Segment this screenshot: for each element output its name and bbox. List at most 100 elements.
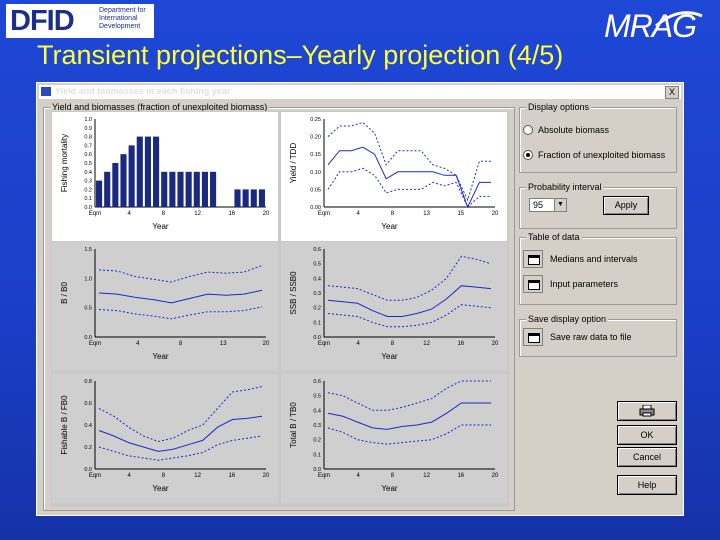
y-tick-label: 0.1	[84, 196, 92, 202]
save-raw-data-button[interactable]	[523, 328, 543, 346]
y-axis-label: B / B0	[60, 282, 69, 304]
input-parameters-button[interactable]	[523, 275, 543, 293]
y-tick-label: 0.2	[313, 306, 321, 312]
save-raw-data-label: Save raw data to file	[550, 332, 632, 342]
y-tick-label: 0.1	[313, 452, 321, 458]
input-parameters-label: Input parameters	[550, 279, 619, 289]
y-tick-label: 0.6	[313, 379, 321, 385]
chart-5: 0.0 0.2 0.4 0.6 0.8 Eqm 4 8 12 16 20 Year Fishable B…	[52, 374, 278, 503]
y-tick-label: 0.3	[313, 291, 321, 297]
chart-background	[281, 374, 507, 503]
probability-interval-select[interactable]: 95 ▼	[529, 198, 567, 212]
slide-title: Transient projections–Yearly projection …	[37, 40, 564, 70]
x-tick-label: 4	[128, 211, 132, 217]
interval-line	[98, 435, 263, 461]
y-tick-label: 0.0	[84, 205, 92, 211]
bar	[120, 154, 127, 207]
y-tick-label: 0.5	[313, 394, 321, 400]
save-display-label: Save display option	[526, 314, 609, 324]
x-tick-label: 16	[228, 211, 235, 217]
table-icon	[528, 255, 540, 265]
medians-intervals-label: Medians and intervals	[550, 254, 638, 264]
apply-button[interactable]: Apply	[603, 196, 649, 215]
radio-absolute-biomass[interactable]	[523, 125, 533, 135]
bar	[201, 171, 208, 207]
probability-interval-group: Probability interval	[519, 182, 677, 229]
projection-window: Yield and biomasses in each fishing year…	[36, 82, 684, 516]
y-tick-label: 0.2	[84, 187, 92, 193]
close-button[interactable]: X	[665, 86, 679, 99]
y-tick-label: 0.3	[84, 179, 92, 185]
x-axis-label: Year	[152, 222, 169, 231]
x-tick-label: 16	[228, 473, 235, 479]
print-button[interactable]	[617, 401, 677, 421]
charts-svg: 0.0 0.1 0.2 0.3 0.4 0.5 0.6 0.7 0.8 0.9 1.0 Eqm 4 8 12…	[52, 112, 507, 503]
y-tick-label: 0.0	[84, 467, 92, 473]
median-line	[327, 285, 492, 317]
ok-button[interactable]: OK	[617, 425, 677, 445]
option-fraction-biomass-label: Fraction of unexploited biomass	[538, 150, 666, 160]
help-button[interactable]: Help	[617, 475, 677, 495]
x-tick-label: 12	[194, 211, 201, 217]
y-tick-label: 0.8	[84, 379, 92, 385]
printer-icon	[639, 404, 655, 417]
y-tick-label: 0.25	[310, 117, 321, 123]
interval-line	[327, 167, 491, 208]
bar	[144, 136, 151, 207]
dfid-logo-subtext: Department for International Development	[99, 7, 146, 30]
y-tick-label: 0.8	[84, 135, 92, 141]
bar	[96, 180, 103, 207]
x-tick-label: 20	[263, 341, 270, 347]
median-line	[98, 415, 263, 452]
x-tick-label: 8	[391, 211, 395, 217]
chart-4: 0.0 0.1 0.2 0.3 0.4 0.5 0.6 Eqm 4 8 12 16 20 Year SSB …	[281, 242, 507, 371]
table-of-data-label: Table of data	[526, 232, 582, 242]
bar	[161, 171, 168, 207]
y-tick-label: 0.2	[84, 445, 92, 451]
window-title: Yield and biomasses in each fishing year	[55, 86, 231, 96]
medians-table-button[interactable]	[523, 250, 543, 268]
y-tick-label: 0.6	[84, 401, 92, 407]
y-tick-label: 0.4	[313, 276, 321, 282]
x-axis-label: Year	[381, 222, 398, 231]
median-line	[327, 402, 491, 430]
y-tick-label: 0.6	[313, 247, 321, 253]
bar	[169, 171, 176, 207]
y-tick-label: 0.6	[84, 152, 92, 158]
dfid-logo-text: DFID	[10, 5, 75, 37]
display-options-label: Display options	[526, 102, 592, 112]
x-tick-label: 12	[423, 473, 430, 479]
y-tick-label: 1.0	[84, 276, 92, 282]
x-tick-label: 4	[357, 473, 361, 479]
interval-line	[327, 255, 492, 301]
x-tick-label: 13	[220, 341, 227, 347]
window-titlebar[interactable]: Yield and biomasses in each fishing year…	[39, 85, 681, 99]
x-tick-label: 20	[492, 473, 499, 479]
x-tick-label: Eqm	[89, 211, 101, 217]
window-app-icon	[41, 87, 51, 96]
chart-2: 0.00 0.05 0.10 0.15 0.20 0.25 Eqm 4 8 13 15 20 Year Y…	[281, 112, 507, 241]
chart-3: 0.0 0.5 1.0 1.5 Eqm 4 8 13 20 Year B / B0	[52, 242, 278, 371]
save-display-group: Save display option	[519, 314, 677, 357]
chevron-down-icon[interactable]: ▼	[554, 199, 566, 211]
y-tick-label: 0.0	[313, 467, 321, 473]
x-axis-label: Year	[152, 352, 169, 361]
radio-fraction-biomass[interactable]	[523, 150, 533, 160]
y-tick-label: 0.05	[310, 187, 321, 193]
y-tick-label: 0.5	[313, 262, 321, 268]
bar	[210, 171, 217, 207]
bar	[193, 171, 200, 207]
y-tick-label: 1.0	[84, 117, 92, 123]
y-tick-label: 0.00	[310, 205, 321, 211]
bar	[250, 189, 257, 207]
x-tick-label: 4	[136, 341, 140, 347]
interval-line	[327, 424, 491, 445]
y-tick-label: 0.4	[313, 408, 321, 414]
bar	[258, 189, 265, 207]
probability-interval-value: 95	[533, 200, 544, 210]
cancel-button[interactable]: Cancel	[617, 447, 677, 467]
y-tick-label: 0.4	[84, 423, 92, 429]
x-tick-label: 8	[162, 211, 166, 217]
chart-background	[281, 112, 507, 241]
y-tick-label: 0.4	[84, 170, 92, 176]
